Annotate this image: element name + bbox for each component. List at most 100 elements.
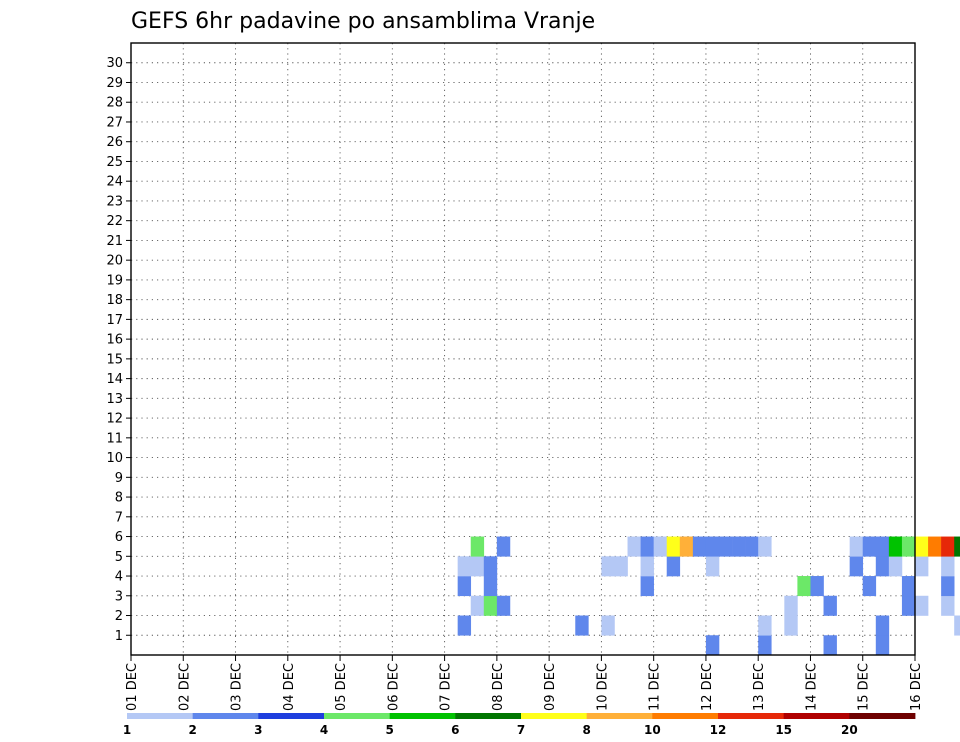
heatmap-cell bbox=[640, 556, 654, 577]
heatmap-cell bbox=[679, 536, 694, 557]
heatmap-cell bbox=[705, 536, 720, 557]
heatmap-cell bbox=[915, 595, 929, 616]
colorbar-label: 12 bbox=[710, 723, 727, 737]
x-tick-label: 02 DEC bbox=[177, 663, 192, 711]
y-tick-label: 22 bbox=[106, 214, 123, 229]
heatmap-cell bbox=[666, 536, 681, 557]
y-tick-label: 12 bbox=[106, 412, 123, 427]
colorbar-label: 20 bbox=[841, 723, 858, 737]
heatmap-cell bbox=[875, 615, 890, 636]
y-tick-label: 9 bbox=[115, 471, 123, 486]
y-tick-label: 3 bbox=[115, 589, 123, 604]
heatmap-cell bbox=[640, 536, 654, 557]
heatmap-cell bbox=[915, 556, 929, 577]
heatmap-cell bbox=[470, 595, 485, 616]
x-tick-label: 13 DEC bbox=[752, 663, 767, 711]
y-tick-label: 5 bbox=[115, 550, 123, 565]
y-tick-label: 15 bbox=[106, 352, 123, 367]
y-tick-label: 21 bbox=[106, 234, 123, 249]
heatmap-cells bbox=[457, 536, 960, 656]
colorbar-label: 10 bbox=[644, 723, 661, 737]
heatmap-cell bbox=[823, 595, 837, 616]
heatmap-cell bbox=[601, 556, 615, 577]
y-axis-ticks: 1234567891011121314151617181920212223242… bbox=[106, 56, 131, 644]
colorbar: 1 2 3 4 5 6 7 8 10 12 15 20 bbox=[123, 713, 916, 737]
y-tick-label: 7 bbox=[115, 510, 123, 525]
heatmap-cell bbox=[901, 576, 916, 597]
chart-title: GEFS 6hr padavine po ansamblima Vranje bbox=[131, 9, 595, 34]
heatmap-cell bbox=[457, 615, 472, 636]
y-tick-label: 29 bbox=[106, 76, 123, 91]
heatmap-cell bbox=[640, 576, 654, 597]
colorbar-label: 1 bbox=[123, 723, 131, 737]
y-tick-label: 14 bbox=[106, 372, 123, 387]
heatmap-cell bbox=[888, 536, 903, 557]
y-tick-label: 10 bbox=[106, 451, 123, 466]
y-tick-label: 2 bbox=[115, 609, 123, 624]
colorbar-swatch bbox=[521, 713, 588, 719]
heatmap-cell bbox=[941, 536, 955, 557]
y-tick-label: 28 bbox=[106, 96, 123, 111]
x-tick-label: 15 DEC bbox=[857, 663, 872, 711]
heatmap-cell bbox=[627, 536, 641, 557]
plot-frame bbox=[130, 42, 916, 656]
heatmap-cell bbox=[849, 536, 864, 557]
x-tick-label: 01 DEC bbox=[125, 663, 140, 711]
y-tick-label: 17 bbox=[106, 313, 123, 328]
y-tick-label: 19 bbox=[106, 273, 123, 288]
colorbar-label: 4 bbox=[320, 723, 328, 737]
y-tick-label: 6 bbox=[115, 530, 123, 545]
colorbar-swatch bbox=[192, 713, 259, 719]
colorbar-label: 15 bbox=[775, 723, 792, 737]
heatmap-cell bbox=[797, 576, 811, 597]
heatmap-cell bbox=[483, 556, 498, 577]
heatmap-cell bbox=[901, 536, 916, 557]
colorbar-label: 6 bbox=[451, 723, 459, 737]
heatmap-cell bbox=[862, 576, 877, 597]
heatmap-cell bbox=[758, 635, 772, 656]
heatmap-cell bbox=[823, 635, 837, 656]
colorbar-label: 8 bbox=[582, 723, 590, 737]
grid-lines bbox=[131, 43, 915, 655]
colorbar-swatch bbox=[849, 713, 916, 719]
heatmap-cell bbox=[888, 556, 903, 577]
y-tick-label: 1 bbox=[115, 629, 123, 644]
colorbar-swatch bbox=[718, 713, 785, 719]
heatmap-cell bbox=[875, 635, 890, 656]
heatmap-cell bbox=[875, 556, 890, 577]
heatmap-cell bbox=[758, 615, 772, 636]
heatmap-cell bbox=[470, 556, 485, 577]
heatmap-cell bbox=[601, 615, 615, 636]
x-tick-label: 11 DEC bbox=[648, 663, 663, 711]
heatmap-cell bbox=[705, 635, 720, 656]
heatmap-cell bbox=[901, 595, 916, 616]
heatmap-cell bbox=[784, 595, 798, 616]
y-tick-label: 25 bbox=[106, 155, 123, 170]
colorbar-swatch bbox=[389, 713, 456, 719]
colorbar-swatch bbox=[258, 713, 325, 719]
x-tick-label: 03 DEC bbox=[230, 663, 245, 711]
x-tick-label: 05 DEC bbox=[334, 663, 349, 711]
heatmap-cell bbox=[928, 536, 942, 557]
y-tick-label: 11 bbox=[106, 431, 123, 446]
heatmap-cell bbox=[732, 536, 746, 557]
colorbar-swatch bbox=[586, 713, 653, 719]
heatmap-cell bbox=[575, 615, 589, 636]
heatmap-cell bbox=[457, 576, 472, 597]
heatmap-cell bbox=[941, 576, 955, 597]
y-tick-label: 18 bbox=[106, 293, 123, 308]
y-tick-label: 13 bbox=[106, 392, 123, 407]
colorbar-swatch bbox=[652, 713, 719, 719]
x-tick-label: 09 DEC bbox=[543, 663, 558, 711]
heatmap-cell bbox=[875, 536, 890, 557]
heatmap-cell bbox=[483, 576, 498, 597]
x-tick-label: 04 DEC bbox=[282, 663, 297, 711]
heatmap-cell bbox=[758, 536, 772, 557]
heatmap-cell bbox=[705, 556, 720, 577]
colorbar-swatch bbox=[455, 713, 522, 719]
colorbar-swatch bbox=[127, 713, 194, 719]
heatmap-cell bbox=[941, 556, 955, 577]
heatmap-cell bbox=[745, 536, 759, 557]
x-tick-label: 10 DEC bbox=[595, 663, 610, 711]
